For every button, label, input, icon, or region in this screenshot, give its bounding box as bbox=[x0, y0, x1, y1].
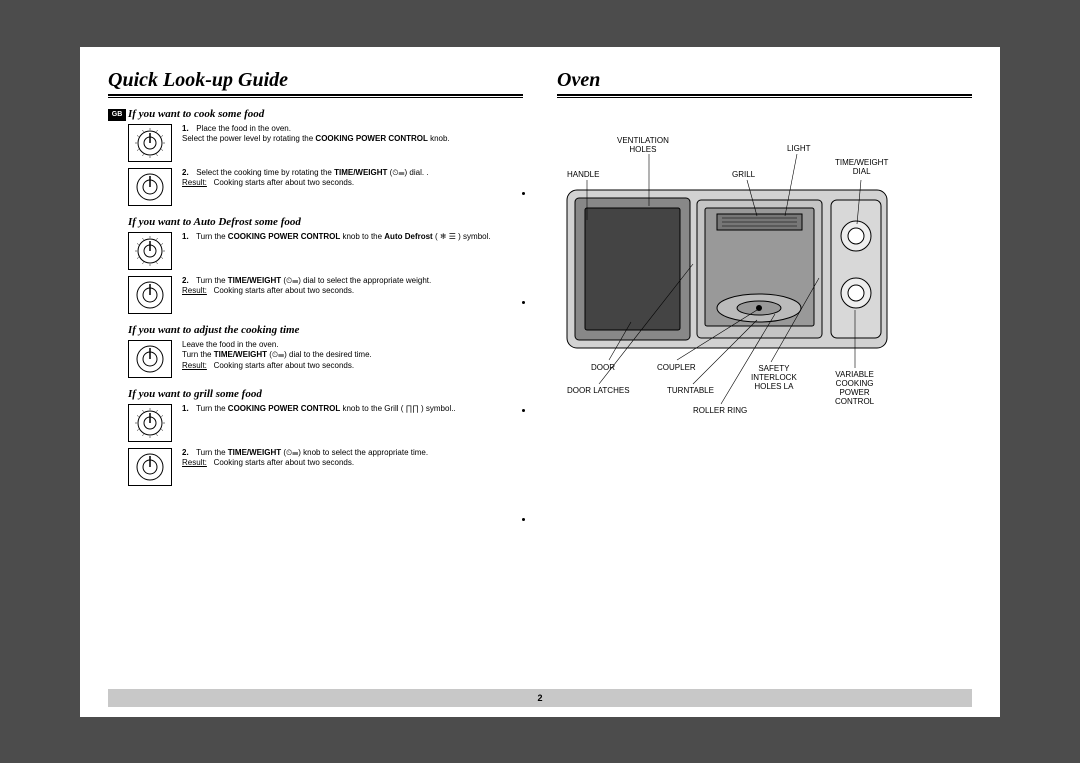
step-text: 2. Select the cooking time by rotating t… bbox=[182, 168, 523, 190]
step-row: 1. Place the food in the oven.Select the… bbox=[128, 124, 523, 162]
step-row: 1. Turn the COOKING POWER CONTROL knob t… bbox=[128, 232, 523, 270]
diagram-label: TIME/WEIGHTDIAL bbox=[835, 158, 888, 176]
step-row: 2. Turn the TIME/WEIGHT (⏲☰) knob to sel… bbox=[128, 448, 523, 486]
diagram-label: TURNTABLE bbox=[667, 386, 714, 395]
step-text: 1. Turn the COOKING POWER CONTROL knob t… bbox=[182, 232, 523, 243]
gb-badge: GB bbox=[108, 109, 126, 121]
oven-diagram: VENTILATIONHOLES LIGHT HANDLE GRILL TIME/WEI… bbox=[557, 108, 917, 428]
step-row: 1. Turn the COOKING POWER CONTROL knob t… bbox=[128, 404, 523, 442]
section-heading: If you want to Auto Defrost some food bbox=[128, 216, 523, 228]
power-dial-icon bbox=[128, 232, 172, 270]
manual-page: Quick Look-up Guide GB If you want to co… bbox=[80, 47, 1000, 717]
step-text: 1. Turn the COOKING POWER CONTROL knob t… bbox=[182, 404, 523, 415]
diagram-label: ROLLER RING bbox=[693, 406, 747, 415]
step-row: Leave the food in the oven.Turn the TIME… bbox=[128, 340, 523, 378]
step-text: 2. Turn the TIME/WEIGHT (⏲☰) knob to sel… bbox=[182, 448, 523, 470]
diagram-label: HANDLE bbox=[567, 170, 599, 179]
title-rule bbox=[108, 94, 523, 98]
right-column: Oven bbox=[557, 69, 972, 689]
left-content: If you want to cook some food 1. Place th… bbox=[128, 108, 523, 486]
step-row: 2. Select the cooking time by rotating t… bbox=[128, 168, 523, 206]
section-heading: If you want to cook some food bbox=[128, 108, 523, 120]
right-title: Oven bbox=[557, 69, 972, 94]
time-dial-icon bbox=[128, 168, 172, 206]
left-title: Quick Look-up Guide bbox=[108, 69, 523, 94]
power-dial-icon bbox=[128, 124, 172, 162]
time-dial-icon bbox=[128, 448, 172, 486]
time-dial-icon bbox=[128, 340, 172, 378]
step-row: 2. Turn the TIME/WEIGHT (⏲☰) dial to sel… bbox=[128, 276, 523, 314]
step-text: Leave the food in the oven.Turn the TIME… bbox=[182, 340, 523, 372]
diagram-label: GRILL bbox=[732, 170, 755, 179]
title-rule bbox=[557, 94, 972, 98]
diagram-label: LIGHT bbox=[787, 144, 811, 153]
diagram-label: VARIABLECOOKINGPOWERCONTROL bbox=[835, 370, 874, 407]
left-column: Quick Look-up Guide GB If you want to co… bbox=[108, 69, 523, 689]
time-dial-icon bbox=[128, 276, 172, 314]
section-heading: If you want to grill some food bbox=[128, 388, 523, 400]
power-dial-icon bbox=[128, 404, 172, 442]
section-heading: If you want to adjust the cooking time bbox=[128, 324, 523, 336]
step-text: 1. Place the food in the oven.Select the… bbox=[182, 124, 523, 146]
step-text: 2. Turn the TIME/WEIGHT (⏲☰) dial to sel… bbox=[182, 276, 523, 298]
diagram-label: COUPLER bbox=[657, 363, 696, 372]
diagram-label: VENTILATIONHOLES bbox=[617, 136, 669, 154]
diagram-label: DOOR bbox=[591, 363, 615, 372]
page-number: 2 bbox=[108, 689, 972, 707]
diagram-label: DOOR LATCHES bbox=[567, 386, 630, 395]
diagram-label: SAFETYINTERLOCKHOLES LA bbox=[751, 364, 797, 392]
